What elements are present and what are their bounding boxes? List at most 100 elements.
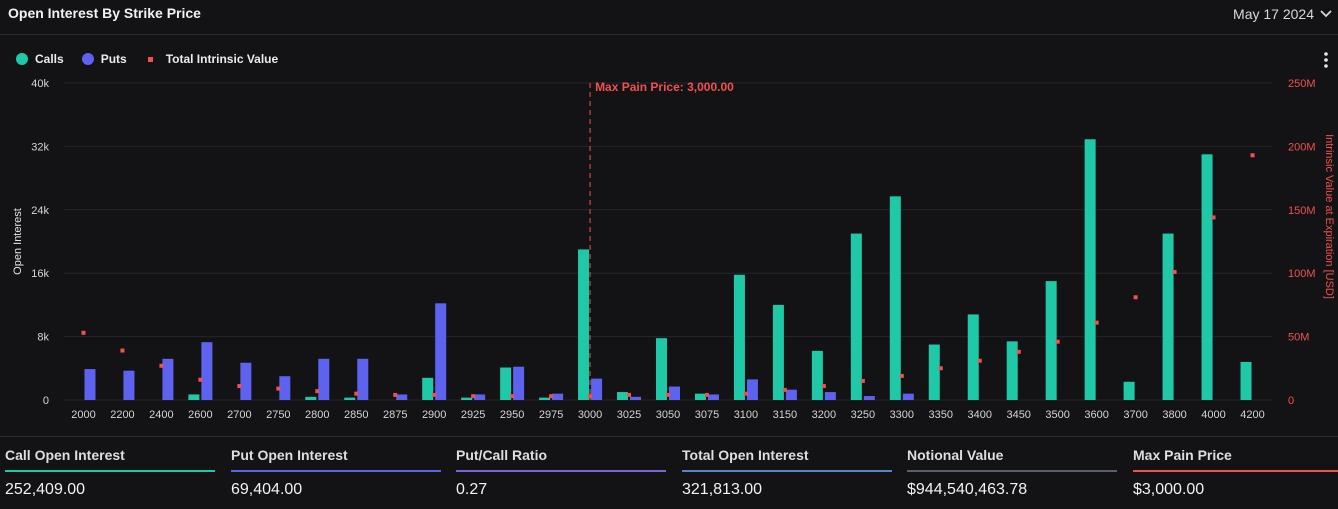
stat-label: Call Open Interest bbox=[5, 447, 125, 463]
open-interest-chart: 0 0 8k 50M 16k 100M 24k 150M 32k 200M 40k 250M Open … bbox=[12, 78, 1335, 421]
calls-bar bbox=[422, 377, 434, 400]
x-tick-label: 2600 bbox=[188, 409, 212, 421]
puts-bar bbox=[863, 396, 875, 400]
puts-bar bbox=[279, 376, 291, 400]
stat-put-open-interest: Put Open Interest 69,404.00 bbox=[231, 437, 441, 509]
intrinsic-value-point bbox=[1250, 153, 1255, 158]
x-tick-label: 2975 bbox=[539, 409, 563, 421]
intrinsic-value-point bbox=[1055, 339, 1060, 344]
calls-bar bbox=[967, 314, 979, 400]
calls-bar bbox=[733, 274, 745, 400]
more-options-icon[interactable] bbox=[1320, 50, 1332, 70]
calls-bar bbox=[772, 304, 784, 400]
calls-bar bbox=[539, 397, 551, 400]
x-tick-label: 2950 bbox=[500, 409, 524, 421]
stat-label: Max Pain Price bbox=[1133, 447, 1232, 463]
stat-accent-bar bbox=[1133, 470, 1338, 472]
stat-total-open-interest: Total Open Interest 321,813.00 bbox=[682, 437, 892, 509]
intrinsic-value-point bbox=[354, 391, 359, 396]
intrinsic-value-point bbox=[588, 394, 593, 399]
x-tick-label: 3100 bbox=[734, 409, 758, 421]
calls-bar bbox=[1162, 233, 1174, 400]
stat-accent-bar bbox=[456, 470, 666, 472]
puts-bar bbox=[630, 396, 642, 400]
intrinsic-value-point bbox=[704, 392, 709, 397]
calls-bar bbox=[811, 350, 823, 400]
legend-item-intrinsic[interactable]: Total Intrinsic Value bbox=[145, 52, 278, 66]
x-tick-label: 3050 bbox=[656, 409, 680, 421]
puts-bar bbox=[707, 394, 719, 400]
intrinsic-value-point bbox=[821, 384, 826, 389]
x-tick-label: 2875 bbox=[383, 409, 407, 421]
max-pain-label: Max Pain Price: 3,000.00 bbox=[595, 80, 734, 94]
x-tick-label: 2850 bbox=[344, 409, 368, 421]
x-tick-label: 3600 bbox=[1084, 409, 1108, 421]
stat-label: Put Open Interest bbox=[231, 447, 348, 463]
intrinsic-value-point bbox=[120, 348, 125, 353]
intrinsic-value-point bbox=[510, 394, 515, 399]
puts-bar bbox=[513, 366, 525, 400]
chevron-down-icon bbox=[1320, 10, 1332, 18]
stat-value: 321,813.00 bbox=[682, 481, 763, 498]
calls-bar bbox=[889, 196, 901, 400]
calls-bar bbox=[500, 367, 512, 400]
y2-tick-label: 50M bbox=[1288, 332, 1309, 344]
intrinsic-value-point bbox=[81, 330, 86, 335]
x-tick-label: 2200 bbox=[110, 409, 134, 421]
legend-calls-label: Calls bbox=[35, 52, 64, 66]
puts-bar bbox=[240, 362, 252, 400]
calls-swatch bbox=[16, 53, 28, 65]
y2-tick-label: 250M bbox=[1288, 78, 1316, 90]
stat-value: 69,404.00 bbox=[231, 481, 303, 498]
chart-title: Open Interest By Strike Price bbox=[8, 5, 201, 21]
intrinsic-value-point bbox=[276, 386, 281, 391]
y-axis-title: Open Interest bbox=[12, 208, 24, 275]
puts-bar bbox=[318, 358, 330, 400]
stat-value: 0.27 bbox=[456, 481, 488, 498]
intrinsic-value-point bbox=[899, 373, 904, 378]
puts-bar bbox=[746, 379, 758, 400]
x-tick-label: 4000 bbox=[1201, 409, 1225, 421]
intrinsic-value-point bbox=[1172, 269, 1177, 274]
calls-bar bbox=[928, 344, 940, 400]
calls-bar bbox=[656, 338, 667, 400]
x-tick-label: 3000 bbox=[578, 409, 602, 421]
puts-bar bbox=[785, 389, 797, 400]
intrinsic-value-point bbox=[159, 363, 164, 368]
intrinsic-value-point bbox=[666, 392, 670, 397]
y-tick-label: 40k bbox=[31, 78, 49, 90]
stat-value: 252,409.00 bbox=[5, 481, 86, 498]
intrinsic-value-point bbox=[471, 394, 476, 399]
intrinsic-value-point bbox=[860, 378, 865, 383]
stat-value: $944,540,463.78 bbox=[907, 481, 1028, 498]
puts-bar bbox=[591, 378, 603, 400]
stat-value: $3,000.00 bbox=[1133, 481, 1205, 498]
puts-bar bbox=[902, 393, 914, 400]
y2-tick-label: 100M bbox=[1288, 268, 1316, 280]
y-tick-label: 16k bbox=[31, 268, 49, 280]
x-tick-label: 3025 bbox=[617, 409, 641, 421]
stat-put-call-ratio: Put/Call Ratio 0.27 bbox=[456, 437, 666, 509]
legend-intrinsic-label: Total Intrinsic Value bbox=[165, 52, 279, 66]
puts-bar bbox=[162, 358, 174, 400]
chart-header: Open Interest By Strike Price May 17 202… bbox=[0, 0, 1338, 35]
stat-label: Notional Value bbox=[907, 447, 1004, 463]
stat-notional-value: Notional Value $944,540,463.78 bbox=[907, 437, 1117, 509]
legend-item-calls[interactable]: Calls bbox=[16, 52, 64, 66]
intrinsic-value-point bbox=[627, 392, 632, 397]
y2-tick-label: 200M bbox=[1288, 141, 1316, 153]
x-tick-label: 2400 bbox=[149, 409, 173, 421]
expiry-date-dropdown[interactable]: May 17 2024 bbox=[1233, 4, 1332, 24]
intrinsic-value-point bbox=[1016, 349, 1021, 354]
puts-bar bbox=[552, 393, 564, 400]
x-tick-label: 3150 bbox=[773, 409, 797, 421]
legend-item-puts[interactable]: Puts bbox=[81, 52, 127, 66]
calls-bar bbox=[305, 396, 317, 400]
puts-bar bbox=[474, 394, 486, 400]
calls-bar bbox=[461, 397, 473, 400]
intrinsic-value-point bbox=[1133, 295, 1138, 300]
y2-axis-title: Intrinsic Value at Expiration [USD] bbox=[1323, 134, 1335, 299]
calls-bar bbox=[1045, 281, 1057, 400]
stat-call-open-interest: Call Open Interest 252,409.00 bbox=[5, 437, 215, 509]
y-tick-label: 0 bbox=[43, 395, 49, 407]
